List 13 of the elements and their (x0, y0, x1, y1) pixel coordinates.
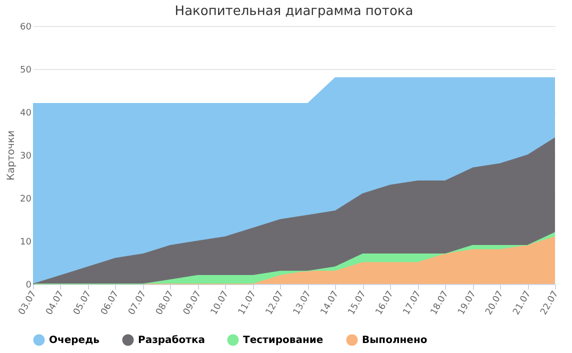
legend-label: Очередь (49, 335, 100, 346)
legend-label: Тестирование (243, 335, 324, 346)
y-tick-label: 10 (20, 238, 32, 248)
legend-label: Разработка (138, 335, 205, 346)
y-tick-label: 30 (20, 152, 32, 162)
legend-label: Выполнено (362, 335, 428, 346)
chart-title: Накопительная диаграмма потока (174, 4, 414, 19)
y-tick-label: 40 (20, 108, 32, 118)
y-axis-title: Карточки (6, 130, 18, 180)
y-tick-label: 60 (20, 22, 32, 32)
y-tick-label: 20 (20, 194, 32, 204)
y-tick-label: 0 (26, 280, 32, 290)
y-tick-label: 50 (20, 66, 32, 76)
